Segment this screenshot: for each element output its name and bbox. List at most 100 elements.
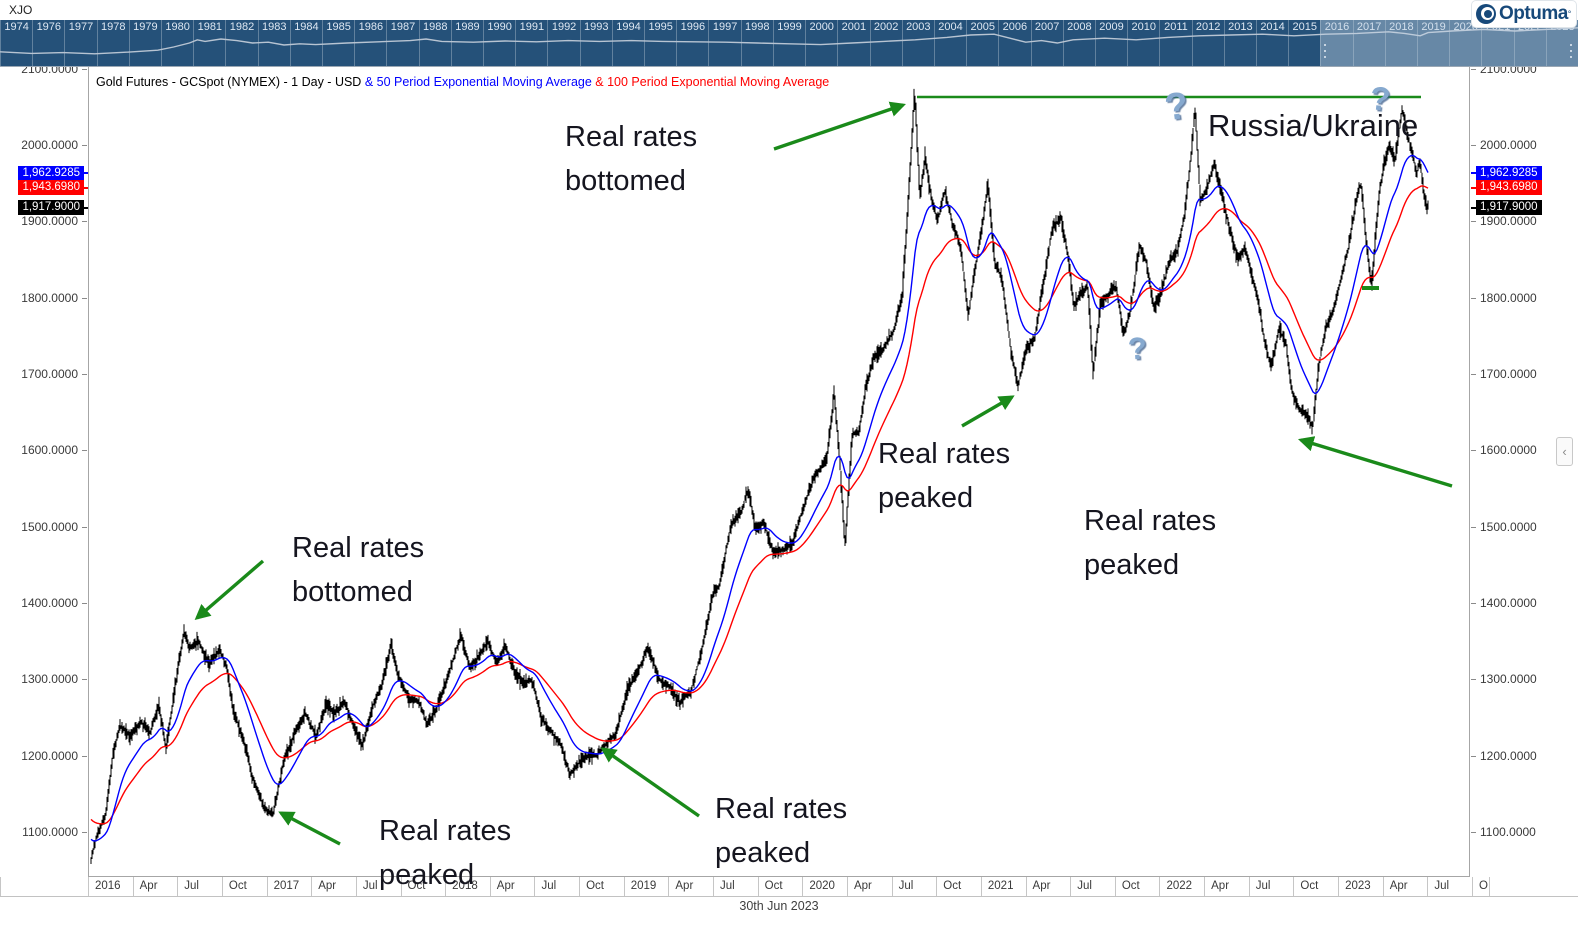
nav-year-cell[interactable]: 1980 [161,20,193,66]
nav-year-label: 1985 [326,21,351,33]
nav-year-label: 1999 [777,21,802,33]
x-axis-label: Jul [541,880,557,892]
nav-year-cell[interactable]: 1989 [450,20,483,66]
x-axis-label: Oct [407,880,426,892]
nav-year-cell[interactable]: 2013 [1223,20,1256,66]
y-axis-label: 1400.0000 [21,595,78,610]
nav-year-cell[interactable]: 2012 [1191,20,1224,66]
panel-collapse-button[interactable]: ‹ [1556,437,1573,466]
nav-year-cell[interactable]: 1994 [611,20,644,66]
timeline-navigator[interactable]: 1974 1976 1977 1978 1979 1980 1981 1982 1983 1984… [0,20,1578,67]
nav-year-cell[interactable]: 1999 [772,20,805,66]
nav-year-label: 2006 [1002,21,1028,33]
nav-year-label: 2012 [1195,21,1221,33]
x-axis-label: Jul [184,880,199,892]
y-axis-label: 1500.0000 [1480,519,1537,534]
navigator-selection-right-handle[interactable] [1569,44,1573,58]
nav-year-cell[interactable]: 2015 [1288,20,1320,66]
question-mark-annotation[interactable]: ? [1368,79,1393,118]
nav-year-label: 2013 [1228,21,1253,33]
annotation-text[interactable]: Russia/Ukraine [1208,108,1419,143]
nav-year-cell[interactable]: 1996 [676,20,708,66]
nav-year-cell[interactable]: 1979 [128,20,161,66]
x-axis-label: Apr [675,880,694,892]
nav-year-cell[interactable]: 2009 [1094,20,1127,66]
nav-year-cell[interactable]: 2001 [837,20,869,66]
price-badge: 1,943.6980 [18,180,84,196]
nav-year-cell[interactable]: 2011 [1159,20,1191,66]
nav-year-label: 1977 [68,21,94,33]
annotation-text[interactable]: Real rates peaked [1084,505,1217,581]
y-axis-label: 2000.0000 [21,138,78,152]
nav-year-cell[interactable]: 1986 [354,20,386,66]
x-axis-label: Apr [318,880,337,892]
y-axis-label: 1600.0000 [21,443,78,458]
nav-year-label: 2004 [938,21,963,33]
nav-year-label: 2009 [1099,21,1124,33]
nav-year-cell[interactable]: 2008 [1062,20,1095,66]
nav-year-cell[interactable]: 1984 [289,20,322,66]
nav-year-cell[interactable]: 1990 [483,20,515,66]
nav-year-label: 1978 [100,21,126,33]
x-axis-label: Oct [943,880,962,892]
x-axis-label: Oct [764,880,783,892]
nav-year-cell[interactable]: 1976 [32,20,64,66]
x-axis-label: 2018 [452,880,478,892]
y-axis-label: 1100.0000 [1480,824,1536,839]
nav-year-cell[interactable]: 1977 [64,20,96,66]
nav-year-cell[interactable]: 1988 [418,20,451,66]
nav-year-cell[interactable]: 2000 [805,20,837,66]
x-axis-label: Jul [1434,880,1450,892]
nav-year-cell[interactable]: 1974 [0,20,32,66]
chart-title-main: Gold Futures - GCSpot (NYMEX) - 1 Day - … [96,75,365,89]
nav-year-cell[interactable]: 2010 [1127,20,1159,66]
y-axis-label: 1900.0000 [1480,214,1537,229]
nav-year-cell[interactable]: 1991 [515,20,547,66]
y-axis-label: 1700.0000 [1480,366,1537,381]
navigator-selection-left-handle[interactable] [1323,44,1327,58]
nav-year-cell[interactable]: 2004 [933,20,966,66]
nav-year-cell[interactable]: 1983 [257,20,290,66]
annotation-text[interactable]: Real rates peaked [715,793,848,869]
x-axis-label: O [1479,880,1488,892]
x-axis-label: Apr [1032,880,1051,892]
nav-year-cell[interactable]: 1992 [547,20,579,66]
question-mark-annotation[interactable]: ? [1126,330,1149,367]
nav-year-cell[interactable]: 1995 [644,20,676,66]
nav-year-label: 2008 [1067,21,1092,33]
nav-year-cell[interactable]: 2006 [998,20,1030,66]
nav-year-cell[interactable]: 2002 [869,20,902,66]
nav-year-label: 1994 [616,21,641,33]
chart-title-ema50: & 50 Period Exponential Moving Average [364,75,596,89]
nav-year-cell[interactable]: 1997 [708,20,740,66]
annotation-text[interactable]: Real rates bottomed [292,532,425,608]
nav-year-cell[interactable]: 2007 [1030,20,1063,66]
annotation-text[interactable]: Real rates peaked [878,438,1011,514]
nav-year-cell[interactable]: 1981 [193,20,225,66]
x-axis-label: 2016 [95,880,121,892]
nav-year-cell[interactable]: 1982 [225,20,257,66]
x-axis-label: Oct [1300,880,1319,892]
nav-year-label: 2007 [1034,21,1060,33]
nav-year-cell[interactable]: 1987 [386,20,418,66]
chart-title: Gold Futures - GCSpot (NYMEX) - 1 Day - … [96,75,829,89]
x-axis-label: 2022 [1166,880,1193,892]
x-axis-label: Apr [853,880,872,892]
x-axis-label: 2017 [273,880,300,892]
nav-year-cell[interactable]: 1978 [96,20,129,66]
nav-year-cell[interactable]: 1985 [322,20,354,66]
nav-year-label: 1998 [745,21,770,33]
annotation-text[interactable]: Real rates peaked [379,815,512,891]
nav-year-label: 1982 [229,21,255,33]
nav-year-cell[interactable]: 1998 [740,20,773,66]
chart-plot-area[interactable]: Gold Futures - GCSpot (NYMEX) - 1 Day - … [88,66,1470,877]
annotation-text[interactable]: Real rates bottomed [565,121,698,197]
x-axis-label: Jul [1077,880,1092,892]
nav-year-cell[interactable]: 2003 [901,20,934,66]
nav-year-cell[interactable]: 1993 [579,20,612,66]
nav-year-label: 1986 [358,21,384,33]
nav-year-cell[interactable]: 2014 [1255,20,1288,66]
nav-year-cell[interactable]: 2005 [966,20,998,66]
x-axis-label: Oct [1121,880,1140,892]
x-axis-label: Oct [228,880,247,892]
